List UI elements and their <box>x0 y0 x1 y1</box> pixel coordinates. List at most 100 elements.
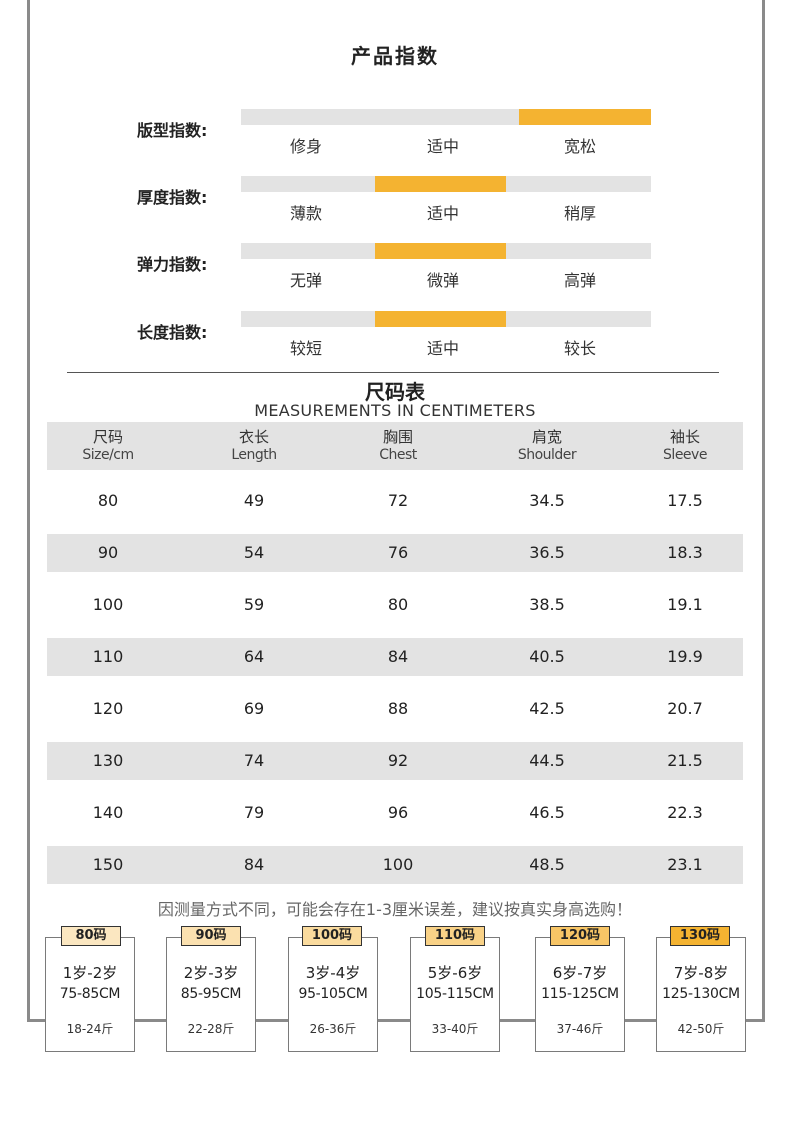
table-cell: 19.9 <box>667 647 703 666</box>
column-header-en: Length <box>231 447 277 463</box>
table-cell: 92 <box>387 751 409 770</box>
column-header: 肩宽 Shoulder <box>477 428 617 464</box>
table-cell: 36.5 <box>529 543 565 562</box>
table-cell: 150 <box>92 855 124 874</box>
index-option-label: 适中 <box>426 339 459 358</box>
index-row: 长度指数: 较短 适中 较长 <box>0 311 790 363</box>
table-cell: 17.5 <box>667 491 703 510</box>
size-card-age: 7岁-8岁 <box>673 964 729 982</box>
table-cell: 22.3 <box>667 803 703 822</box>
table-cell: 44.5 <box>529 751 565 770</box>
table-cell: 120 <box>92 699 124 718</box>
index-label: 长度指数: <box>137 323 208 342</box>
table-cell: 54 <box>243 543 265 562</box>
column-header-cn: 袖长 <box>669 428 700 446</box>
table-cell: 34.5 <box>529 491 565 510</box>
column-header-cn: 衣长 <box>238 428 269 446</box>
index-option-label: 较长 <box>563 339 596 358</box>
index-option-label: 薄款 <box>289 204 322 223</box>
table-cell: 19.1 <box>667 595 703 614</box>
frame-bottom-border <box>256 1019 288 1022</box>
size-card-age: 5岁-6岁 <box>427 964 483 982</box>
column-header: 尺码 Size/cm <box>38 428 178 464</box>
size-card-weight: 42-50斤 <box>677 1022 725 1036</box>
measurement-note: 因测量方式不同，可能会存在1-3厘米误差，建议按真实身高选购！ <box>157 900 633 919</box>
index-scale-segment <box>241 311 375 327</box>
index-scale-segment <box>519 311 651 327</box>
index-scale-bar <box>241 109 651 125</box>
product-index-title: 产品指数 <box>351 44 439 68</box>
table-row: 110 64 84 40.5 19.9 <box>47 638 743 676</box>
size-card-weight: 22-28斤 <box>187 1022 235 1036</box>
frame-bottom-border <box>625 1019 656 1022</box>
size-card-tag: 90码 <box>181 926 241 946</box>
index-scale-segment <box>241 109 375 125</box>
index-scale-segment <box>375 109 506 125</box>
size-card: 1岁-2岁 75-85CM 18-24斤 <box>45 937 135 1052</box>
size-card-age: 6岁-7岁 <box>552 964 608 982</box>
frame-bottom-border <box>746 1019 765 1022</box>
index-scale-segment <box>519 176 651 192</box>
size-card-weight: 37-46斤 <box>556 1022 604 1036</box>
size-card-height: 115-125CM <box>541 986 619 1002</box>
index-option-label: 适中 <box>426 204 459 223</box>
size-card-height: 85-95CM <box>180 986 242 1002</box>
table-cell: 21.5 <box>667 751 703 770</box>
table-cell: 23.1 <box>667 855 703 874</box>
table-cell: 46.5 <box>529 803 565 822</box>
table-cell: 40.5 <box>529 647 565 666</box>
frame-bottom-border <box>378 1019 410 1022</box>
index-option-label: 较短 <box>289 339 322 358</box>
index-scale-selected-segment <box>519 109 651 125</box>
table-row: 120 69 88 42.5 20.7 <box>47 690 743 728</box>
size-card-height: 105-115CM <box>416 986 494 1002</box>
index-scale-selected-segment <box>375 243 506 259</box>
size-card-height: 75-85CM <box>59 986 121 1002</box>
frame-left-border <box>27 0 30 1022</box>
column-header-cn: 胸围 <box>382 428 413 446</box>
table-cell: 80 <box>387 595 409 614</box>
size-card-tag: 130码 <box>670 926 730 946</box>
size-card: 3岁-4岁 95-105CM 26-36斤 <box>288 937 378 1052</box>
frame-bottom-border <box>135 1019 166 1022</box>
column-header-en: Chest <box>379 447 417 463</box>
table-cell: 110 <box>92 647 124 666</box>
frame-right-border <box>762 0 765 1022</box>
table-cell: 20.7 <box>667 699 703 718</box>
table-cell: 76 <box>387 543 409 562</box>
table-cell: 140 <box>92 803 124 822</box>
frame-bottom-border <box>500 1019 535 1022</box>
index-scale-segment <box>519 243 651 259</box>
size-card-height: 95-105CM <box>298 986 368 1002</box>
table-cell: 18.3 <box>667 543 703 562</box>
table-cell: 84 <box>243 855 265 874</box>
table-cell: 90 <box>97 543 119 562</box>
table-row: 130 74 92 44.5 21.5 <box>47 742 743 780</box>
index-scale-bar <box>241 243 651 259</box>
table-cell: 72 <box>387 491 409 510</box>
column-header: 袖长 Sleeve <box>615 428 755 464</box>
index-option-label: 无弹 <box>289 271 322 290</box>
column-header-cn: 尺码 <box>92 428 123 446</box>
table-cell: 100 <box>382 855 414 874</box>
table-row: 140 79 96 46.5 22.3 <box>47 794 743 832</box>
index-scale-segment <box>241 243 375 259</box>
size-card: 7岁-8岁 125-130CM 42-50斤 <box>656 937 746 1052</box>
index-label: 版型指数: <box>137 121 208 140</box>
column-header-cn: 肩宽 <box>531 428 562 446</box>
index-scale-bar <box>241 311 651 327</box>
section-divider <box>67 372 719 373</box>
index-option-label: 稍厚 <box>563 204 596 223</box>
index-option-label: 宽松 <box>563 137 596 156</box>
size-card-tag: 120码 <box>550 926 610 946</box>
index-option-label: 适中 <box>426 137 459 156</box>
size-card: 6岁-7岁 115-125CM 37-46斤 <box>535 937 625 1052</box>
size-card-tag: 80码 <box>61 926 121 946</box>
size-table-subtitle: MEASUREMENTS IN CENTIMETERS <box>254 401 536 420</box>
index-option-label: 高弹 <box>563 271 596 290</box>
table-cell: 49 <box>243 491 265 510</box>
index-scale-segment <box>241 176 375 192</box>
table-cell: 96 <box>387 803 409 822</box>
table-row: 100 59 80 38.5 19.1 <box>47 586 743 624</box>
index-row: 厚度指数: 薄款 适中 稍厚 <box>0 176 790 228</box>
